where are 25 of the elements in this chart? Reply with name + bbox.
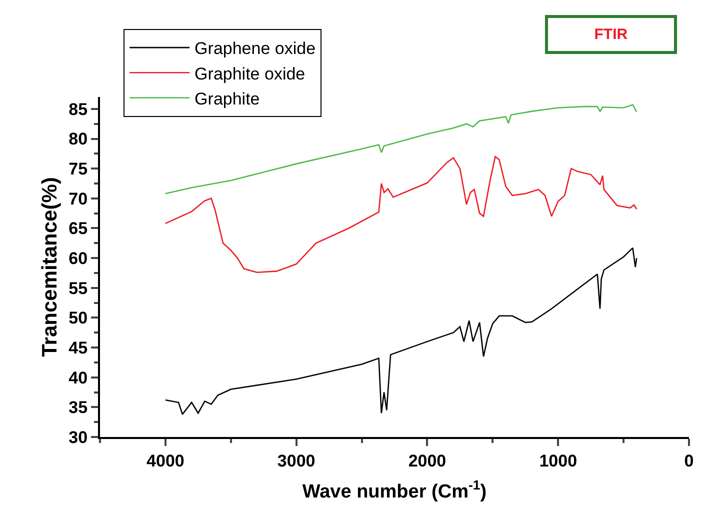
x-tick-label: 1000 (539, 451, 578, 470)
line-series (164, 156, 638, 274)
y-tick-label: 40 (68, 368, 88, 388)
y-tick-label: 70 (68, 189, 88, 208)
y-tick-label: 65 (68, 219, 88, 238)
legend-label: Graphite (194, 89, 260, 108)
y-tick-label: 55 (68, 278, 88, 298)
x-tick-label: 3000 (277, 451, 316, 470)
legend-label: Graphene oxide (194, 39, 316, 58)
text: FTIR (594, 26, 628, 43)
y-tick-label: 45 (68, 338, 88, 358)
x-tick-label: 2000 (408, 451, 446, 470)
y-tick-label: 50 (68, 308, 88, 328)
line-series (164, 247, 638, 415)
y-tick-label: 60 (68, 249, 88, 268)
y-axis-title: Trancemitance(%) (38, 177, 62, 357)
y-tick-label: 75 (68, 160, 88, 179)
legend-label: Graphite oxide (194, 64, 306, 84)
x-tick-label: 4000 (146, 451, 184, 470)
y-tick-label: 30 (68, 428, 88, 447)
x-tick-label: 0 (684, 451, 694, 470)
x-axis-title: Wave number (Cm$^{-1}$) (302, 478, 487, 503)
y-tick-label: 85 (68, 100, 88, 119)
y-tick-label: 80 (68, 130, 88, 149)
y-tick-label: 35 (68, 398, 88, 418)
